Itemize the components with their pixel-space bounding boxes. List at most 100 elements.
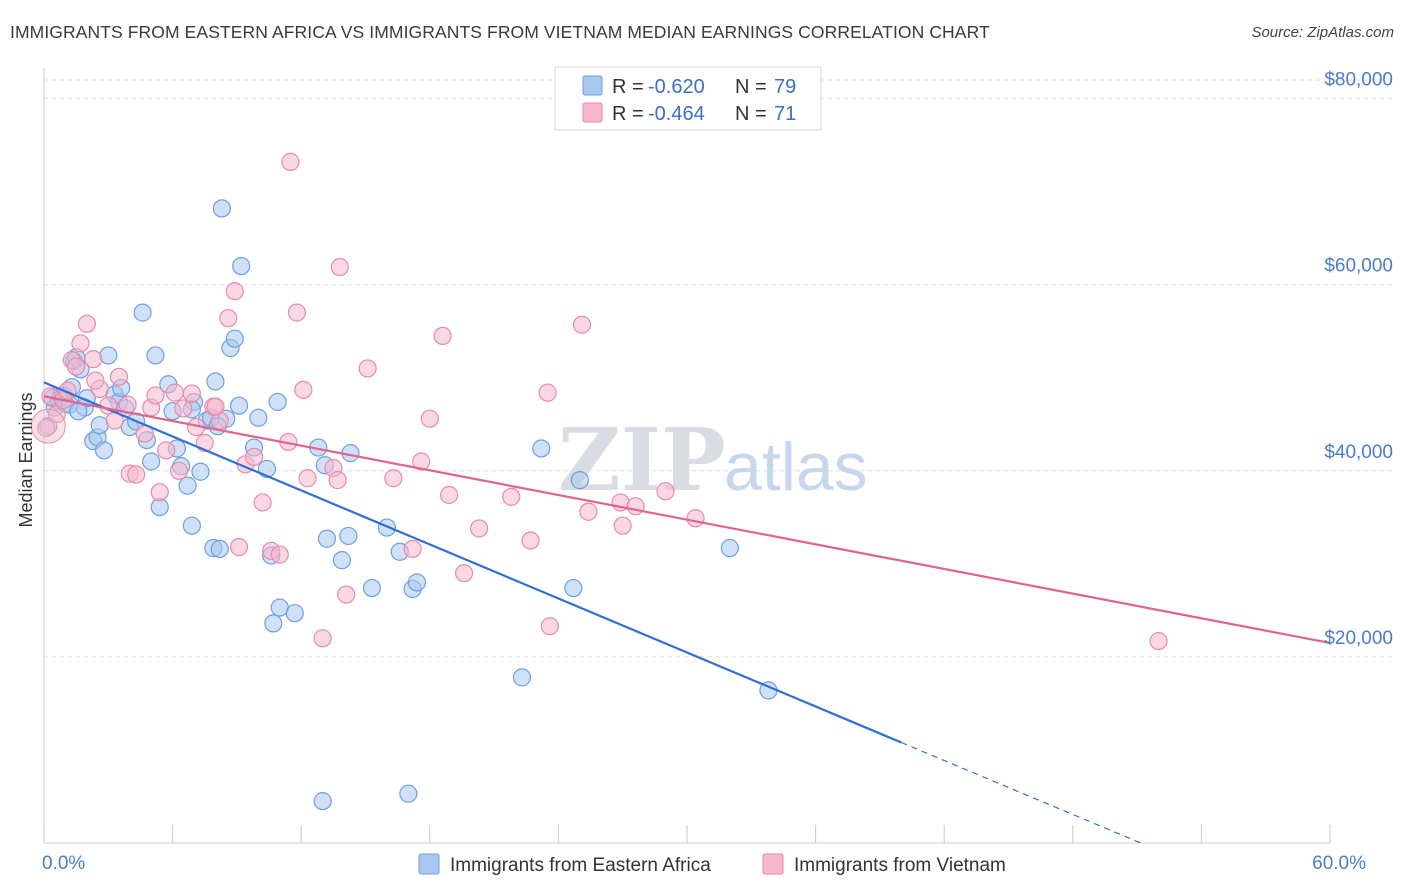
- point-vietnam-68: [1149, 631, 1168, 651]
- watermark-zip: ZIP: [558, 410, 726, 511]
- grid-lines: [44, 79, 1392, 658]
- point-eastern-africa-16: [94, 441, 114, 460]
- trend-line-vietnam: [43, 395, 1331, 645]
- y-axis-label: Median Earnings: [16, 392, 36, 527]
- legend-r-value-1: -0.620: [648, 76, 705, 98]
- point-vietnam-48: [358, 359, 377, 378]
- legend-r-value-2: -0.464: [648, 103, 705, 125]
- point-eastern-africa-33: [182, 516, 201, 535]
- point-vietnam-25: [182, 384, 201, 403]
- point-vietnam-66: [656, 482, 675, 501]
- point-eastern-africa-67: [399, 784, 418, 803]
- point-vietnam-19: [146, 386, 165, 405]
- point-eastern-africa-61: [362, 578, 382, 598]
- point-vietnam-42: [281, 152, 300, 171]
- watermark-atlas: atlas: [724, 429, 868, 505]
- point-vietnam-49: [384, 469, 403, 488]
- point-vietnam-50: [403, 539, 422, 559]
- point-vietnam-69: [206, 397, 225, 416]
- point-eastern-africa-32: [178, 476, 197, 495]
- point-eastern-africa-74: [90, 416, 109, 435]
- point-vietnam-51: [412, 452, 431, 471]
- point-vietnam-57: [502, 487, 521, 506]
- point-vietnam-61: [572, 315, 592, 334]
- point-vietnam-23: [169, 461, 189, 480]
- point-eastern-africa-45: [229, 396, 249, 415]
- point-vietnam-31: [225, 282, 244, 301]
- stats-legend: R = -0.620 N = 79 R = -0.464 N = 71: [554, 66, 822, 131]
- point-eastern-africa-68: [512, 668, 532, 687]
- point-eastern-africa-58: [332, 551, 352, 570]
- point-vietnam-55: [454, 564, 474, 583]
- y-tick-labels: $20,000 $40,000 $60,000 $80,000: [1324, 70, 1393, 649]
- point-eastern-africa-70: [564, 578, 583, 598]
- point-vietnam-22: [165, 383, 184, 402]
- point-vietnam-34: [244, 447, 264, 466]
- point-vietnam-56: [469, 519, 489, 538]
- legend-n-value-1: 79: [774, 76, 796, 98]
- point-eastern-africa-35: [191, 462, 210, 481]
- legend-n-value-2: 71: [774, 103, 796, 125]
- point-vietnam-6: [67, 357, 86, 376]
- point-vietnam-43: [313, 629, 332, 648]
- legend-r-label-2: R =: [612, 103, 644, 125]
- data-points: [30, 152, 1168, 811]
- x-tick-label-0: 0.0%: [42, 853, 85, 874]
- point-vietnam-16: [127, 465, 146, 484]
- point-vietnam-0: [37, 418, 56, 438]
- legend-swatch-vietnam: [582, 102, 603, 123]
- legend-n-label-1: N =: [735, 76, 767, 98]
- y-tick-label-0: $20,000: [1324, 628, 1393, 649]
- point-vietnam-60: [540, 617, 559, 636]
- series-legend-label-eastern-africa: Immigrants from Eastern Africa: [450, 855, 711, 876]
- point-eastern-africa-46: [232, 256, 251, 276]
- point-vietnam-32: [229, 538, 249, 557]
- point-vietnam-46: [330, 257, 349, 277]
- chart-source: Source: ZipAtlas.com: [1251, 24, 1394, 41]
- point-vietnam-7: [71, 334, 90, 353]
- point-eastern-africa-41: [212, 199, 231, 218]
- point-eastern-africa-65: [407, 573, 427, 592]
- point-vietnam-20: [150, 483, 169, 502]
- series-legend: Immigrants from Eastern Africa Immigrant…: [418, 853, 1006, 876]
- point-eastern-africa-71: [570, 471, 589, 490]
- point-vietnam-39: [287, 303, 307, 322]
- point-eastern-africa-23: [133, 303, 152, 322]
- legend-r-label-1: R =: [612, 76, 644, 98]
- point-vietnam-21: [157, 441, 176, 460]
- point-vietnam-64: [613, 516, 632, 535]
- chart-title: IMMIGRANTS FROM EASTERN AFRICA VS IMMIGR…: [10, 22, 990, 42]
- point-vietnam-65: [626, 497, 645, 516]
- y-tick-label-2: $60,000: [1324, 256, 1393, 277]
- point-eastern-africa-17: [99, 346, 118, 365]
- point-eastern-africa-39: [206, 372, 225, 391]
- point-vietnam-13: [109, 367, 129, 386]
- trend-extension-eastern-africa: [901, 741, 1142, 844]
- point-vietnam-37: [270, 545, 289, 564]
- point-vietnam-41: [298, 469, 317, 488]
- point-eastern-africa-48: [249, 408, 268, 427]
- point-vietnam-70: [86, 371, 105, 390]
- series-legend-swatch-vietnam: [762, 853, 784, 875]
- x-tick-labels: 0.0% 60.0%: [42, 853, 1366, 874]
- point-eastern-africa-51: [268, 392, 287, 412]
- point-cluster-origin: [30, 408, 66, 444]
- point-eastern-africa-44: [225, 329, 244, 348]
- point-eastern-africa-69: [532, 439, 551, 458]
- point-eastern-africa-54: [285, 604, 304, 623]
- point-vietnam-35: [253, 493, 272, 512]
- point-eastern-africa-26: [146, 346, 165, 365]
- point-vietnam-59: [538, 383, 557, 402]
- point-eastern-africa-72: [720, 538, 739, 558]
- point-vietnam-58: [521, 531, 540, 550]
- point-vietnam-62: [579, 502, 598, 521]
- point-vietnam-8: [77, 314, 96, 333]
- trend-line-eastern-africa: [43, 381, 902, 744]
- point-vietnam-30: [219, 309, 238, 328]
- point-vietnam-40: [294, 380, 313, 399]
- axes: [43, 68, 1331, 844]
- point-eastern-africa-66: [313, 792, 332, 811]
- point-vietnam-52: [420, 409, 439, 428]
- point-vietnam-54: [439, 485, 459, 505]
